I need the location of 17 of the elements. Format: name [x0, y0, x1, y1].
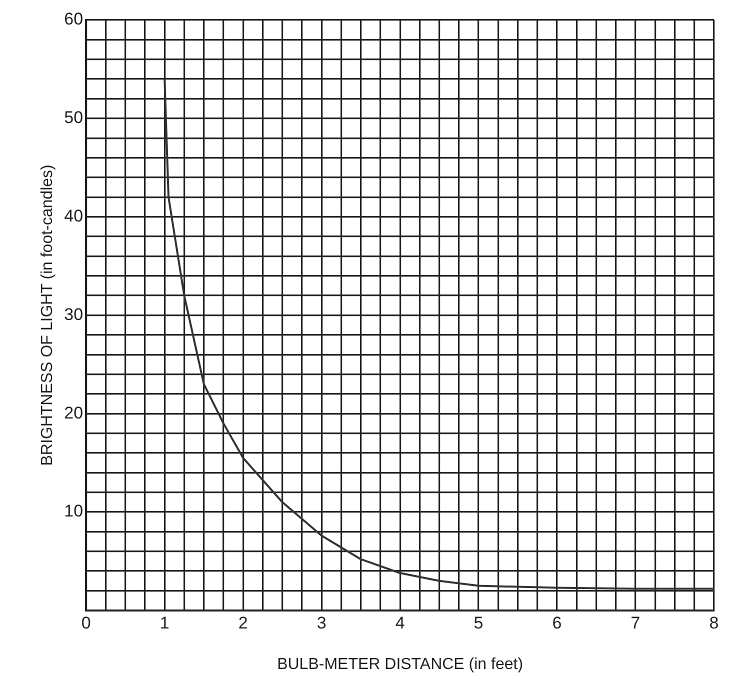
y-tick-label: 30	[64, 304, 84, 324]
x-tick-label: 0	[81, 613, 91, 632]
x-tick-label: 4	[395, 613, 405, 632]
x-tick-label: 7	[630, 613, 640, 632]
x-tick-label: 5	[474, 613, 484, 632]
y-tick-label: 40	[64, 206, 84, 226]
x-tick-label: 2	[238, 613, 248, 632]
y-tick-label: 10	[64, 502, 84, 521]
y-axis-title: BRIGHTNESS OF LIGHT (in foot-candles)	[39, 164, 56, 466]
x-tick-label: 3	[316, 613, 326, 632]
x-tick-label: 6	[552, 613, 562, 632]
x-axis-title: BULB-METER DISTANCE (in feet)	[277, 656, 524, 673]
x-tick-label: 1	[160, 613, 170, 632]
x-tick-label: 8	[709, 613, 719, 632]
y-tick-label: 50	[64, 108, 84, 128]
y-tick-label: 20	[64, 403, 84, 422]
y-tick-label: 60	[64, 10, 84, 29]
